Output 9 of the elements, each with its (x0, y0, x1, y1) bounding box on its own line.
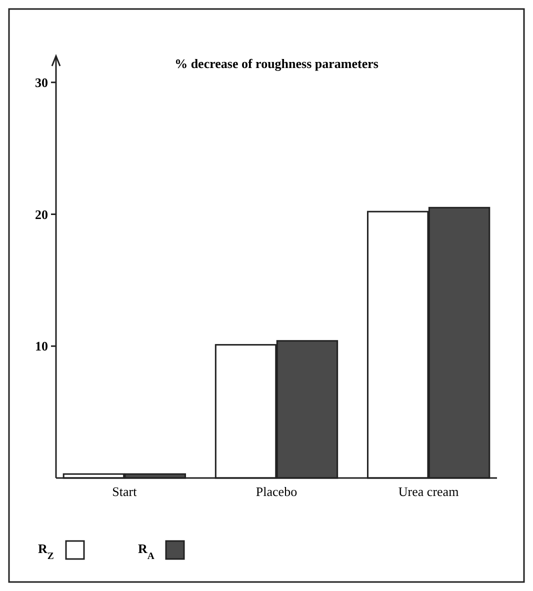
y-tick-label: 20 (35, 206, 48, 222)
y-tick-label: 30 (35, 74, 48, 90)
x-tick-label: Start (112, 484, 138, 499)
legend-label: R$_{A}$ (138, 541, 154, 562)
x-tick-label: Placebo (256, 484, 298, 499)
x-tick-label: Urea cream (398, 484, 459, 499)
legend-label: R$_{Z}$ (38, 541, 54, 562)
chart-title: % decrease of roughness parameters (174, 56, 378, 71)
y-tick-label: 10 (35, 338, 48, 354)
